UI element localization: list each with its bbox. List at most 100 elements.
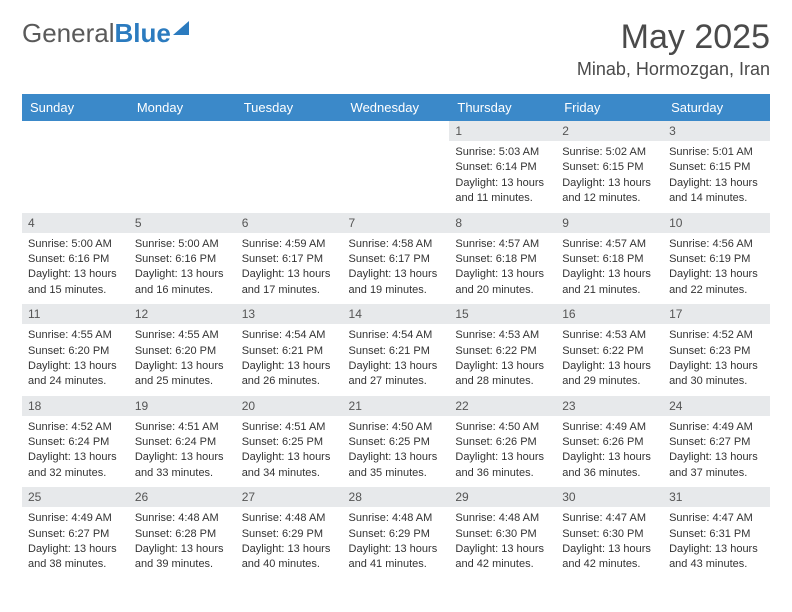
daylight-line: Daylight: 13 hours and 17 minutes. <box>242 267 337 298</box>
sunset-line: Sunset: 6:14 PM <box>455 160 550 175</box>
sunrise-line: Sunrise: 4:55 AM <box>135 328 230 343</box>
daylight-line: Daylight: 13 hours and 42 minutes. <box>562 542 657 573</box>
day-body: Sunrise: 4:55 AMSunset: 6:20 PMDaylight:… <box>22 324 129 396</box>
day-body: Sunrise: 4:47 AMSunset: 6:31 PMDaylight:… <box>663 507 770 579</box>
sunset-line: Sunset: 6:22 PM <box>455 344 550 359</box>
sunrise-line: Sunrise: 4:56 AM <box>669 237 764 252</box>
sunrise-line: Sunrise: 4:48 AM <box>349 511 444 526</box>
day-number: 30 <box>556 487 663 507</box>
weekday-header: Saturday <box>663 94 770 121</box>
calendar-cell: 21Sunrise: 4:50 AMSunset: 6:25 PMDayligh… <box>343 396 450 488</box>
day-body: Sunrise: 4:52 AMSunset: 6:24 PMDaylight:… <box>22 416 129 488</box>
day-body: Sunrise: 4:58 AMSunset: 6:17 PMDaylight:… <box>343 233 450 305</box>
sunrise-line: Sunrise: 4:57 AM <box>455 237 550 252</box>
calendar-cell: 2Sunrise: 5:02 AMSunset: 6:15 PMDaylight… <box>556 121 663 213</box>
daylight-line: Daylight: 13 hours and 14 minutes. <box>669 176 764 207</box>
calendar-row: 18Sunrise: 4:52 AMSunset: 6:24 PMDayligh… <box>22 396 770 488</box>
calendar-cell: 12Sunrise: 4:55 AMSunset: 6:20 PMDayligh… <box>129 304 236 396</box>
calendar-cell <box>22 121 129 213</box>
calendar-cell: 19Sunrise: 4:51 AMSunset: 6:24 PMDayligh… <box>129 396 236 488</box>
day-number: 17 <box>663 304 770 324</box>
calendar-cell: 6Sunrise: 4:59 AMSunset: 6:17 PMDaylight… <box>236 213 343 305</box>
sunrise-line: Sunrise: 4:49 AM <box>562 420 657 435</box>
day-number: 16 <box>556 304 663 324</box>
sunset-line: Sunset: 6:18 PM <box>455 252 550 267</box>
day-body: Sunrise: 5:00 AMSunset: 6:16 PMDaylight:… <box>22 233 129 305</box>
day-number: 28 <box>343 487 450 507</box>
sunrise-line: Sunrise: 4:49 AM <box>28 511 123 526</box>
calendar-header-row: SundayMondayTuesdayWednesdayThursdayFrid… <box>22 94 770 121</box>
day-number: 19 <box>129 396 236 416</box>
daylight-line: Daylight: 13 hours and 36 minutes. <box>455 450 550 481</box>
daylight-line: Daylight: 13 hours and 42 minutes. <box>455 542 550 573</box>
daylight-line: Daylight: 13 hours and 24 minutes. <box>28 359 123 390</box>
day-body: Sunrise: 4:49 AMSunset: 6:26 PMDaylight:… <box>556 416 663 488</box>
day-number: 18 <box>22 396 129 416</box>
daylight-line: Daylight: 13 hours and 25 minutes. <box>135 359 230 390</box>
sunrise-line: Sunrise: 4:51 AM <box>242 420 337 435</box>
sunset-line: Sunset: 6:30 PM <box>455 527 550 542</box>
day-body: Sunrise: 4:52 AMSunset: 6:23 PMDaylight:… <box>663 324 770 396</box>
weekday-header: Sunday <box>22 94 129 121</box>
calendar-cell: 15Sunrise: 4:53 AMSunset: 6:22 PMDayligh… <box>449 304 556 396</box>
day-number: 29 <box>449 487 556 507</box>
day-body: Sunrise: 4:50 AMSunset: 6:26 PMDaylight:… <box>449 416 556 488</box>
day-body: Sunrise: 4:55 AMSunset: 6:20 PMDaylight:… <box>129 324 236 396</box>
daylight-line: Daylight: 13 hours and 21 minutes. <box>562 267 657 298</box>
calendar-cell: 23Sunrise: 4:49 AMSunset: 6:26 PMDayligh… <box>556 396 663 488</box>
daylight-line: Daylight: 13 hours and 37 minutes. <box>669 450 764 481</box>
sunset-line: Sunset: 6:29 PM <box>242 527 337 542</box>
daylight-line: Daylight: 13 hours and 43 minutes. <box>669 542 764 573</box>
calendar-row: 25Sunrise: 4:49 AMSunset: 6:27 PMDayligh… <box>22 487 770 579</box>
sunset-line: Sunset: 6:27 PM <box>28 527 123 542</box>
day-body: Sunrise: 4:59 AMSunset: 6:17 PMDaylight:… <box>236 233 343 305</box>
brand-name: GeneralBlue <box>22 18 171 49</box>
day-body: Sunrise: 4:54 AMSunset: 6:21 PMDaylight:… <box>236 324 343 396</box>
day-body: Sunrise: 4:50 AMSunset: 6:25 PMDaylight:… <box>343 416 450 488</box>
day-body: Sunrise: 4:48 AMSunset: 6:28 PMDaylight:… <box>129 507 236 579</box>
calendar-cell: 5Sunrise: 5:00 AMSunset: 6:16 PMDaylight… <box>129 213 236 305</box>
sunrise-line: Sunrise: 4:50 AM <box>455 420 550 435</box>
daylight-line: Daylight: 13 hours and 27 minutes. <box>349 359 444 390</box>
calendar-body: 1Sunrise: 5:03 AMSunset: 6:14 PMDaylight… <box>22 121 770 579</box>
daylight-line: Daylight: 13 hours and 40 minutes. <box>242 542 337 573</box>
day-body: Sunrise: 4:53 AMSunset: 6:22 PMDaylight:… <box>449 324 556 396</box>
day-body: Sunrise: 4:57 AMSunset: 6:18 PMDaylight:… <box>556 233 663 305</box>
sunset-line: Sunset: 6:16 PM <box>135 252 230 267</box>
calendar-cell: 29Sunrise: 4:48 AMSunset: 6:30 PMDayligh… <box>449 487 556 579</box>
sunset-line: Sunset: 6:17 PM <box>349 252 444 267</box>
day-body: Sunrise: 4:51 AMSunset: 6:25 PMDaylight:… <box>236 416 343 488</box>
sunset-line: Sunset: 6:15 PM <box>562 160 657 175</box>
sunrise-line: Sunrise: 4:51 AM <box>135 420 230 435</box>
weekday-header: Wednesday <box>343 94 450 121</box>
day-number: 21 <box>343 396 450 416</box>
calendar-row: 4Sunrise: 5:00 AMSunset: 6:16 PMDaylight… <box>22 213 770 305</box>
sunrise-line: Sunrise: 4:54 AM <box>349 328 444 343</box>
day-body: Sunrise: 4:53 AMSunset: 6:22 PMDaylight:… <box>556 324 663 396</box>
day-number: 26 <box>129 487 236 507</box>
day-body: Sunrise: 4:57 AMSunset: 6:18 PMDaylight:… <box>449 233 556 305</box>
sunset-line: Sunset: 6:20 PM <box>28 344 123 359</box>
sunrise-line: Sunrise: 4:52 AM <box>28 420 123 435</box>
daylight-line: Daylight: 13 hours and 12 minutes. <box>562 176 657 207</box>
sunrise-line: Sunrise: 4:48 AM <box>242 511 337 526</box>
sunrise-line: Sunrise: 5:00 AM <box>28 237 123 252</box>
day-number: 31 <box>663 487 770 507</box>
sunrise-line: Sunrise: 4:53 AM <box>455 328 550 343</box>
daylight-line: Daylight: 13 hours and 34 minutes. <box>242 450 337 481</box>
day-body: Sunrise: 5:03 AMSunset: 6:14 PMDaylight:… <box>449 141 556 213</box>
calendar-cell: 7Sunrise: 4:58 AMSunset: 6:17 PMDaylight… <box>343 213 450 305</box>
sunrise-line: Sunrise: 4:57 AM <box>562 237 657 252</box>
day-number: 23 <box>556 396 663 416</box>
calendar-cell: 16Sunrise: 4:53 AMSunset: 6:22 PMDayligh… <box>556 304 663 396</box>
sunset-line: Sunset: 6:17 PM <box>242 252 337 267</box>
daylight-line: Daylight: 13 hours and 32 minutes. <box>28 450 123 481</box>
sunset-line: Sunset: 6:20 PM <box>135 344 230 359</box>
sunrise-line: Sunrise: 4:54 AM <box>242 328 337 343</box>
sunset-line: Sunset: 6:24 PM <box>28 435 123 450</box>
sunrise-line: Sunrise: 4:59 AM <box>242 237 337 252</box>
location-text: Minab, Hormozgan, Iran <box>577 59 770 80</box>
month-title: May 2025 <box>577 18 770 57</box>
daylight-line: Daylight: 13 hours and 36 minutes. <box>562 450 657 481</box>
sunrise-line: Sunrise: 5:00 AM <box>135 237 230 252</box>
